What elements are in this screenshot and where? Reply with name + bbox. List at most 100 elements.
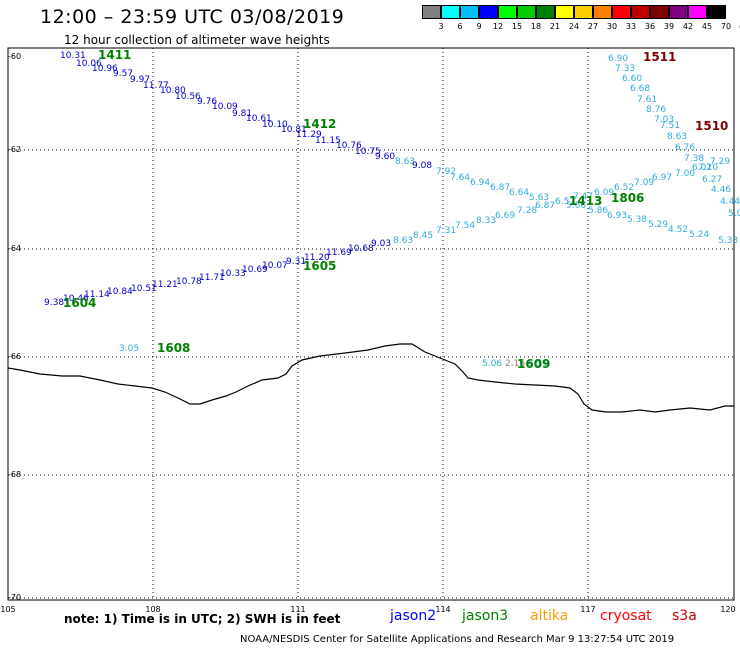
latitude-labels: -60 -62 -64 -66 -68 -70	[8, 52, 21, 602]
swh-value: 2.16	[505, 359, 525, 369]
swh-value: 11.77	[143, 81, 169, 91]
lat-label: -60	[8, 52, 21, 61]
swh-value: 11.14	[84, 290, 110, 300]
swh-value: 5.51	[528, 359, 548, 369]
scale-swatch	[593, 5, 612, 19]
swh-value: 10.78	[176, 277, 202, 287]
swh-value: 7.51	[660, 121, 680, 131]
swh-value: 7.10	[698, 163, 718, 173]
scale-swatch	[422, 5, 441, 19]
swh-value: 10.75	[355, 147, 381, 157]
swh-value: 10.80	[160, 86, 186, 96]
swh-value: 11.29	[296, 130, 322, 140]
track-id-1413: 1413	[569, 194, 602, 208]
swh-value: 10.81	[281, 125, 307, 135]
scale-swatch	[669, 5, 688, 19]
swh-value: 5.66	[566, 201, 586, 211]
swh-value: 6.27	[702, 175, 722, 185]
map-title: 12:00 – 23:59 UTC 03/08/2019	[40, 6, 345, 28]
swh-value: 9.03	[371, 239, 391, 249]
swh-value: 7.54	[455, 221, 475, 231]
swh-value: 10.10	[262, 120, 288, 130]
swh-value: 10.69	[242, 265, 268, 275]
swh-value: 9.31	[286, 257, 306, 267]
swh-value: 10.46	[63, 294, 89, 304]
swh-value: 5.33	[718, 236, 738, 246]
scale-label: 9	[476, 22, 482, 31]
swh-value: 8.33	[476, 216, 496, 226]
swh-value: 6.76	[675, 143, 695, 153]
map-frame	[7, 47, 735, 601]
swh-value: 11.20	[304, 253, 330, 263]
swh-value: 6.97	[652, 173, 672, 183]
scale-label: 39	[663, 22, 675, 31]
swh-value: 9.76	[197, 97, 217, 107]
swh-value: 6.94	[470, 178, 490, 188]
scale-swatch	[460, 5, 479, 19]
scale-swatch	[479, 5, 498, 19]
track-1605: 8.63 8.45 7.31 7.54 8.33 6.69 7.28 6.87 …	[393, 197, 738, 246]
scale-swatch	[612, 5, 631, 19]
swh-value: 9.08	[412, 161, 432, 171]
graticule	[8, 48, 734, 600]
swh-value: 3.05	[119, 344, 139, 354]
swh-value: 10.56	[175, 92, 201, 102]
swh-value: 6.52	[614, 183, 634, 193]
track-id-1609: 1609	[517, 357, 550, 371]
swh-value: 6.87	[490, 183, 510, 193]
lat-label: -68	[8, 470, 21, 479]
swh-value: 8.63	[393, 236, 413, 246]
track-id-1412: 1412	[303, 117, 336, 131]
swh-value: 6.64	[509, 188, 529, 198]
scale-swatch	[536, 5, 555, 19]
swh-value: 8.63	[667, 132, 687, 142]
swh-value: 11.21	[152, 280, 178, 290]
scale-label: 21	[549, 22, 561, 31]
legend-cryosat: cryosat	[600, 608, 652, 624]
swh-value: 5.06	[728, 209, 740, 219]
swh-value: 9.38	[44, 298, 64, 308]
swh-value: 5.24	[689, 230, 709, 240]
lon-label: 108	[145, 605, 160, 614]
credit-line: NOAA/NESDIS Center for Satellite Applica…	[240, 634, 675, 645]
swh-value: 10.96	[92, 64, 118, 74]
track-1604: 9.38 10.46 11.14 10.84 10.51 11.21 10.78…	[44, 239, 391, 308]
swh-value: 4.52	[668, 225, 688, 235]
scale-label: (ft)	[735, 22, 740, 31]
swh-value: 10.84	[107, 287, 133, 297]
scale-swatch	[574, 5, 593, 19]
legend-altika: altika	[530, 608, 569, 624]
antarctic-coastline	[7, 343, 734, 413]
swh-value: 7.47	[573, 192, 593, 202]
track-id-1604: 1604	[63, 296, 96, 310]
swh-value: 6.60	[622, 74, 642, 84]
swh-value: 10.33	[220, 269, 246, 279]
scale-swatch	[441, 5, 460, 19]
swh-value: 7.38	[684, 154, 704, 164]
lon-label: 111	[290, 605, 305, 614]
scale-label: 3	[438, 22, 444, 31]
lat-label: -66	[8, 352, 21, 361]
track-id-1608: 1608	[157, 341, 190, 355]
swh-value: 9.81	[232, 109, 252, 119]
scale-label: 30	[606, 22, 618, 31]
lon-label: 117	[580, 605, 595, 614]
lon-label: 120	[720, 605, 735, 614]
scale-label: 33	[625, 22, 637, 31]
swh-value: 6.93	[607, 211, 627, 221]
lon-label: 105	[0, 605, 15, 614]
swh-value: 10.76	[336, 141, 362, 151]
swh-value: 6.57	[555, 197, 575, 207]
swh-value: 11.71	[199, 273, 225, 283]
scale-label: 6	[457, 22, 463, 31]
swh-value: 7.00	[675, 169, 695, 179]
swh-value: 6.87	[535, 201, 555, 211]
lat-label: -70	[8, 593, 21, 602]
swh-value: 7.92	[436, 167, 456, 177]
longitude-labels: 105 108 111 114 117 120	[0, 605, 735, 614]
lat-label: -64	[8, 244, 21, 253]
track-1609: 5.06 2.16 5.51	[482, 359, 548, 369]
swh-value: 7.29	[710, 157, 730, 167]
scale-label: 42	[682, 22, 694, 31]
